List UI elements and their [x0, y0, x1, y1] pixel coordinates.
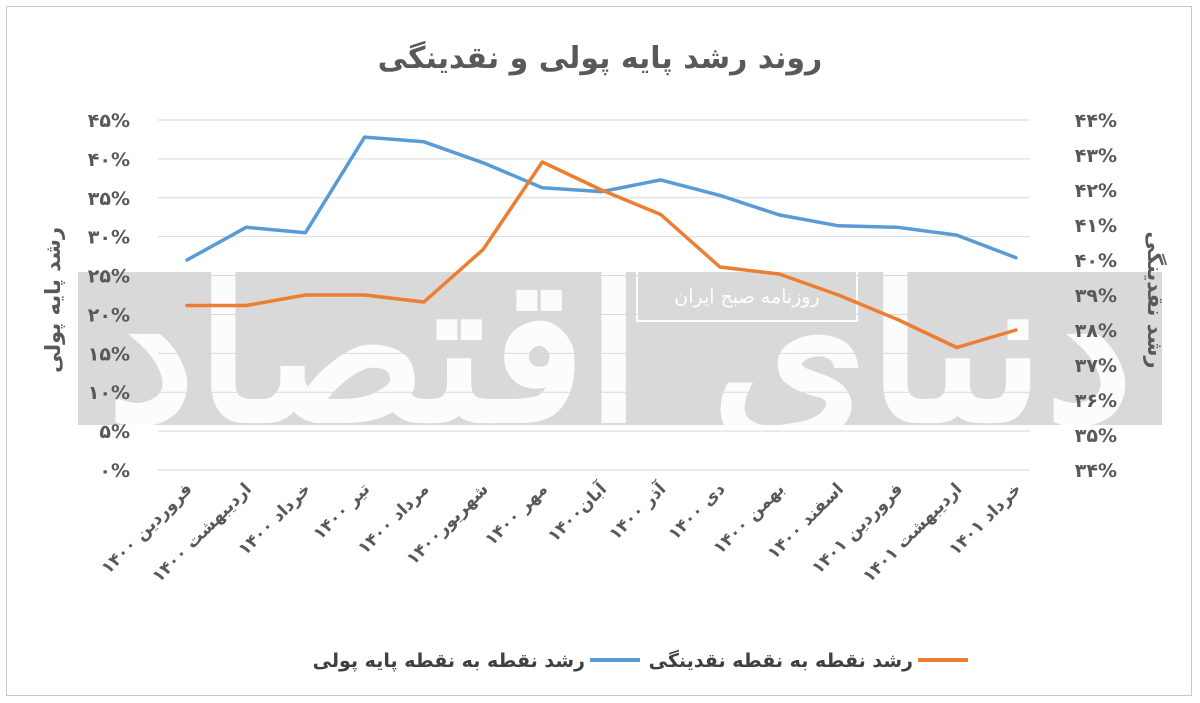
left-axis-title: رشد پایه پولی — [41, 227, 65, 373]
left-tick-label: ۰% — [99, 460, 130, 482]
x-tick-label: اردیبهشت ۱۴۰۱ — [859, 479, 966, 586]
right-tick-label: ۳۷% — [1075, 355, 1117, 377]
series-lines — [185, 135, 1018, 350]
left-tick-label: ۱۰% — [88, 382, 130, 404]
x-tick-label: اردیبهشت ۱۴۰۰ — [149, 479, 256, 586]
left-tick-label: ۲۵% — [88, 266, 130, 288]
right-tick-label: ۳۸% — [1075, 320, 1117, 342]
chart-title: روند رشد پایه پولی و نقدینگی — [378, 40, 823, 76]
legend: رشد نقطه به نقطه نقدینگی رشد نقطه به نقط… — [313, 649, 968, 672]
watermark-caption: روزنامه صبح ایران — [674, 286, 819, 308]
x-tick-label: مهر ۱۴۰۰ — [481, 479, 552, 550]
x-tick-label: آذر ۱۴۰۰ — [604, 477, 671, 544]
right-axis-title: رشد نقدینگی — [1143, 231, 1168, 368]
watermark-logo: دنیای اقتصاد — [106, 233, 1133, 468]
left-tick-label: ۲۰% — [88, 304, 130, 326]
legend-label-liquidity: رشد نقطه به نقطه نقدینگی — [649, 649, 913, 672]
watermark-band — [78, 272, 1162, 425]
right-tick-label: ۳۶% — [1075, 390, 1117, 412]
right-tick-label: ۴۱% — [1075, 215, 1117, 237]
right-tick-label: ۴۰% — [1075, 250, 1117, 272]
left-tick-label: ۴۰% — [88, 149, 130, 171]
right-tick-label: ۴۲% — [1075, 180, 1117, 202]
right-tick-label: ۳۴% — [1075, 460, 1117, 482]
right-tick-label: ۳۹% — [1075, 285, 1117, 307]
right-tick-label: ۴۳% — [1075, 145, 1117, 167]
left-tick-label: ۵% — [99, 421, 130, 443]
left-tick-label: ۴۵% — [88, 110, 130, 132]
left-tick-label: ۳۰% — [88, 227, 130, 249]
left-axis-ticks: ۰% ۵% ۱۰% ۱۵% ۲۰% ۲۵% ۳۰% ۳۵% ۴۰% ۴۵% — [88, 110, 130, 482]
x-tick-label: آبان۱۴۰۰ — [543, 477, 612, 546]
left-tick-label: ۱۵% — [88, 343, 130, 365]
right-tick-label: ۳۵% — [1075, 425, 1117, 447]
series-line-liquidity — [185, 160, 1018, 350]
right-axis-ticks: ۳۴% ۳۵% ۳۶% ۳۷% ۳۸% ۳۹% ۴۰% ۴۱% ۴۲% ۴۳% ۴۴% — [1075, 110, 1117, 482]
legend-label-monetary-base: رشد نقطه به نقطه پایه پولی — [313, 650, 585, 672]
left-tick-label: ۳۵% — [88, 188, 130, 210]
right-tick-label: ۴۴% — [1075, 110, 1117, 132]
